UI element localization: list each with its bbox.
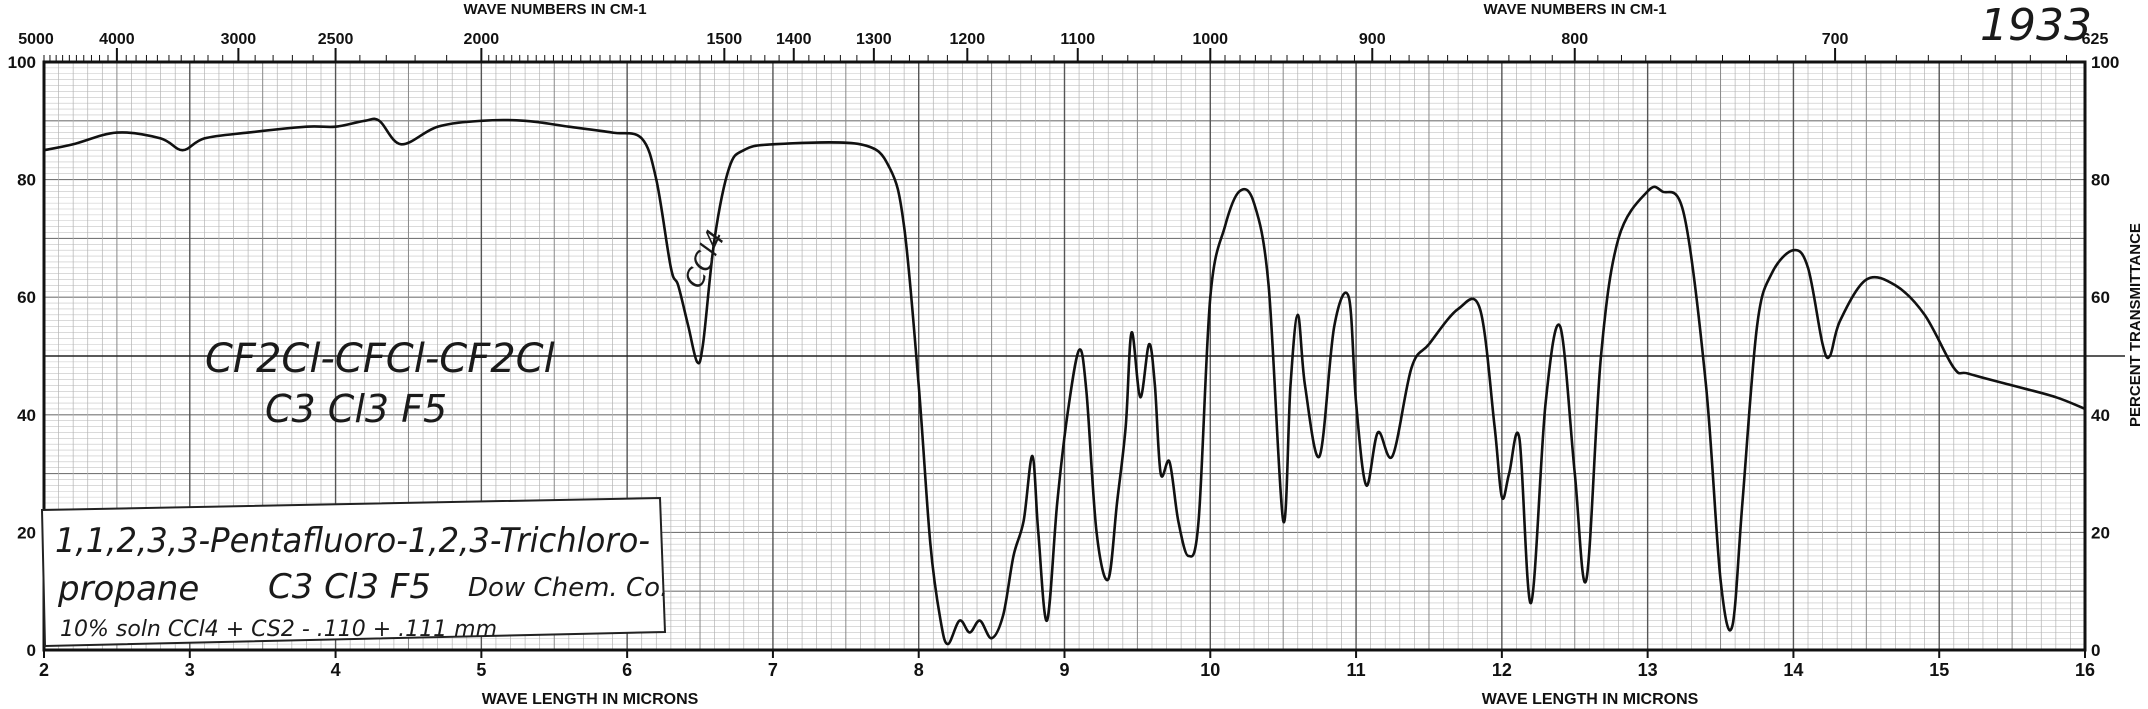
wavenumber-tick-label: 4000 [99, 31, 135, 48]
y-tick-label-left: 80 [17, 171, 36, 190]
x-tick-label: 11 [1347, 660, 1366, 680]
wavenumber-tick-label: 2000 [464, 31, 500, 48]
wavenumber-tick-label: 2500 [318, 31, 354, 48]
wavenumber-tick-label: 1100 [1060, 31, 1095, 48]
wavenumber-axis-title-right: WAVE NUMBERS IN CM-1 [1483, 1, 1666, 18]
wavenumber-tick-label: 1300 [856, 31, 892, 48]
x-tick-label: 9 [1059, 660, 1069, 680]
x-tick-label: 8 [914, 660, 924, 680]
wavenumber-axis-title-left: WAVE NUMBERS IN CM-1 [463, 1, 646, 18]
y-tick-label-left: 0 [27, 641, 36, 660]
sample-label-box: 1,1,2,3,3-Pentafluoro-1,2,3-Trichloro- p… [40, 496, 668, 648]
x-tick-label: 12 [1492, 660, 1512, 680]
x-tick-label: 15 [1929, 660, 1949, 680]
y-tick-label-right: 40 [2091, 406, 2110, 425]
x-tick-label: 14 [1783, 660, 1803, 680]
wavenumber-tick-label: 1200 [950, 31, 986, 48]
x-tick-label: 6 [622, 660, 632, 680]
wavenumber-edge-label-left: 5000 [18, 31, 54, 48]
wavenumber-tick-label: 900 [1359, 31, 1386, 48]
label-molecular-formula: C3 Cl3 F5 [268, 567, 431, 607]
y-tick-label-right: 20 [2091, 523, 2110, 542]
x-tick-label: 5 [476, 660, 486, 680]
x-tick-label: 3 [185, 660, 195, 680]
wavenumber-tick-label: 1400 [776, 31, 812, 48]
source-company: Dow Chem. Co. [468, 573, 668, 603]
wavenumber-tick-label: 700 [1822, 31, 1849, 48]
spectrum-line [43, 117, 2086, 646]
wavelength-axis-title-right: WAVE LENGTH IN MICRONS [1482, 691, 1699, 708]
x-tick-label: 7 [768, 660, 778, 680]
y-tick-label-left: 20 [17, 523, 36, 542]
wavenumber-edge-label-right: 625 [2082, 31, 2109, 48]
y-tick-label-right: 80 [2091, 171, 2110, 190]
wavelength-axis-title-left: WAVE LENGTH IN MICRONS [482, 691, 699, 708]
y-tick-label-right: 60 [2091, 288, 2110, 307]
compound-name-line: 1,1,2,3,3-Pentafluoro-1,2,3-Trichloro- [55, 521, 650, 561]
label-box-outline [40, 496, 667, 648]
y-tick-label-left: 40 [17, 406, 36, 425]
axis-ticks [43, 48, 2086, 658]
compound-name-suffix: propane [57, 569, 199, 609]
x-tick-label: 13 [1638, 660, 1658, 680]
y-tick-label-left: 60 [17, 288, 36, 307]
wavenumber-tick-label: 1000 [1192, 31, 1228, 48]
sample-conditions: 10% soln CCl4 + CS2 - .110 + .111 mm [60, 617, 497, 642]
x-tick-label: 4 [331, 660, 341, 680]
y-tick-label-right: 100 [2091, 53, 2119, 72]
x-tick-label: 10 [1200, 660, 1220, 680]
wavenumber-tick-label: 800 [1561, 31, 1588, 48]
sheet-number: 1933 [1980, 0, 2092, 51]
wavenumber-tick-label: 3000 [221, 31, 257, 48]
y-tick-label-left: 100 [8, 53, 36, 72]
y-axis-title: PERCENT TRANSMITTANCE [2127, 223, 2144, 427]
structural-formula: CF2Cl-CFCl-CF2Cl [205, 336, 555, 382]
wavenumber-tick-label: 1500 [707, 31, 743, 48]
y-tick-label-right: 0 [2091, 641, 2100, 660]
molecular-formula: C3 Cl3 F5 [265, 387, 447, 431]
x-tick-label: 2 [39, 660, 49, 680]
x-tick-label: 16 [2075, 660, 2095, 680]
